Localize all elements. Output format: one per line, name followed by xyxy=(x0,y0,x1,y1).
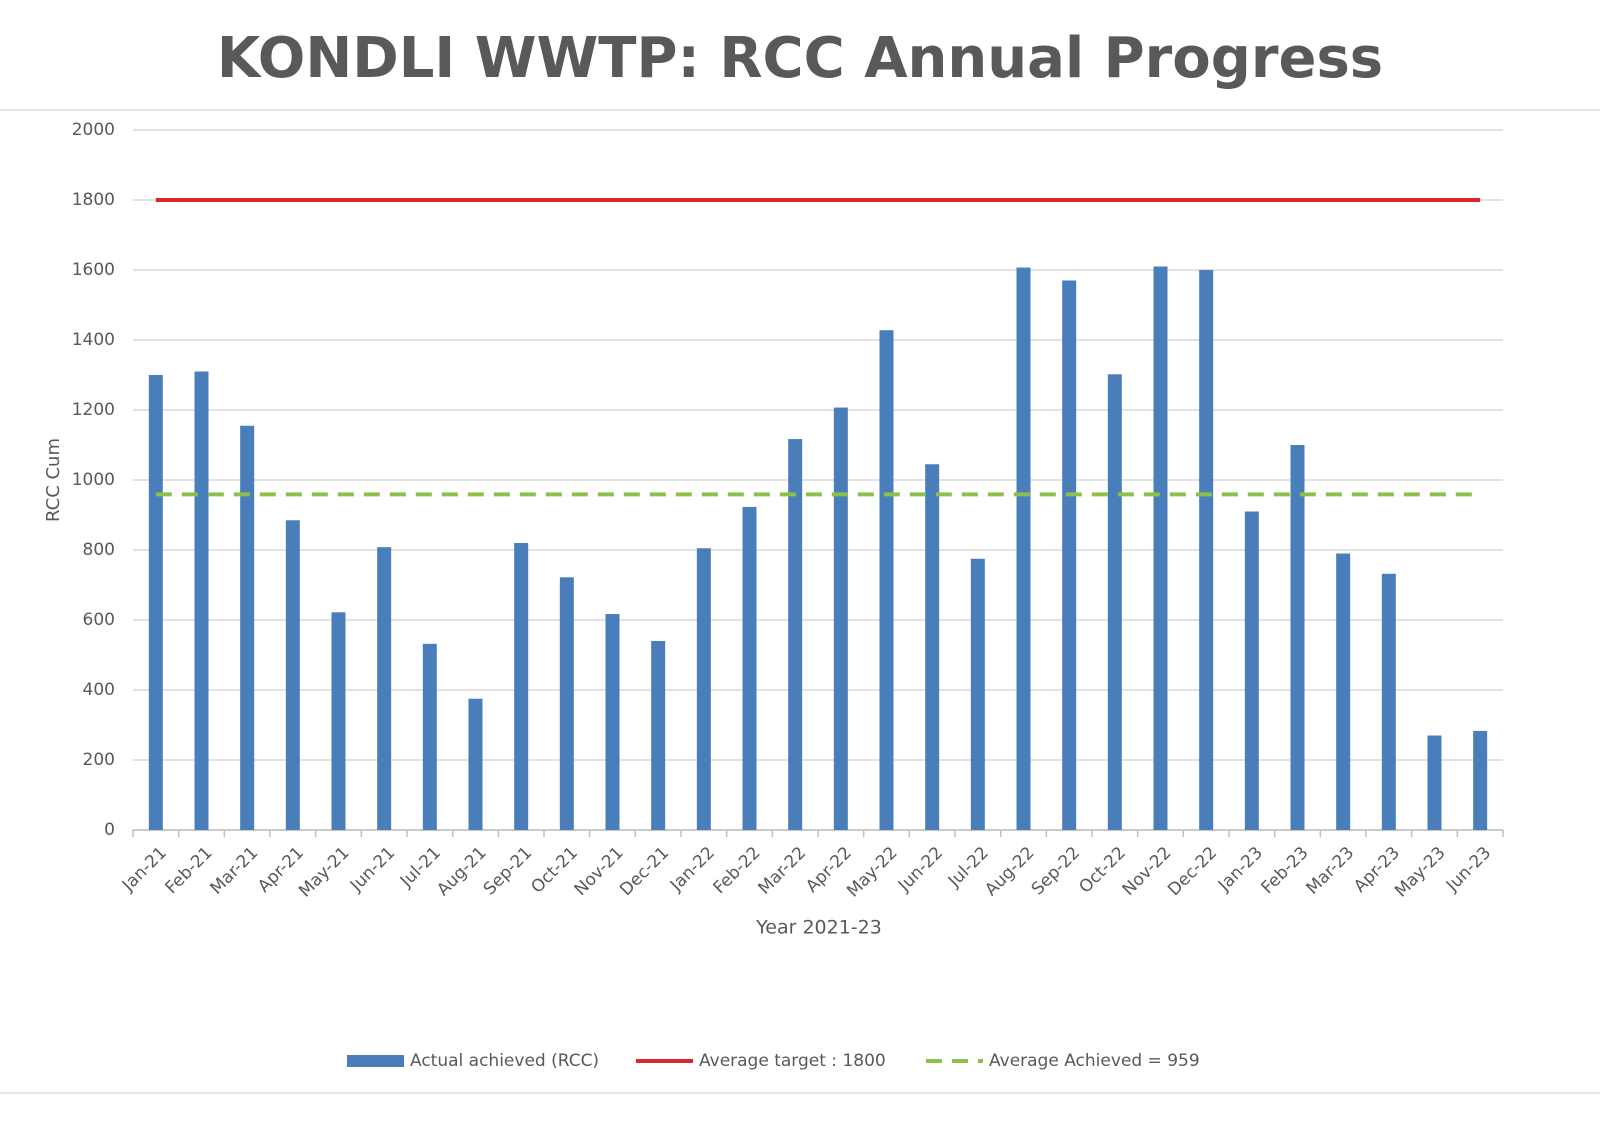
y-tick-label: 2000 xyxy=(72,120,115,140)
bar xyxy=(970,558,985,830)
x-tick-label: May-22 xyxy=(843,843,901,901)
y-tick-label: 400 xyxy=(83,680,115,700)
x-tick-label: Jan-23 xyxy=(1214,843,1267,896)
x-tick-label: Sep-22 xyxy=(1028,843,1084,899)
x-tick-label: May-21 xyxy=(295,843,353,901)
x-tick-label: Aug-21 xyxy=(433,843,490,900)
bar xyxy=(605,614,620,830)
bar xyxy=(422,643,437,830)
bar xyxy=(925,464,940,830)
x-axis-title: Year 2021-23 xyxy=(755,917,882,939)
bar xyxy=(514,543,529,830)
bar xyxy=(1107,374,1122,830)
bar xyxy=(651,641,666,830)
bar xyxy=(1199,270,1214,830)
x-tick-label: Feb-21 xyxy=(162,843,217,898)
x-tick-label: Jan-22 xyxy=(666,843,719,896)
x-tick-label: Nov-21 xyxy=(571,843,628,900)
bar xyxy=(833,407,848,830)
x-tick-label: Mar-21 xyxy=(207,843,263,899)
y-axis-title: RCC Cum xyxy=(43,438,64,522)
y-tick-label: 1600 xyxy=(72,260,115,280)
y-tick-label: 800 xyxy=(83,540,115,560)
bar xyxy=(240,425,255,830)
y-tick-label: 200 xyxy=(83,750,115,770)
bar xyxy=(559,577,574,830)
bar xyxy=(377,547,392,830)
bar xyxy=(148,375,163,830)
x-tick-label: Jun-21 xyxy=(346,843,399,896)
bar xyxy=(1153,266,1168,830)
x-tick-label: Feb-23 xyxy=(1258,843,1313,898)
x-tick-label: Jun-23 xyxy=(1442,843,1495,896)
bar xyxy=(1290,445,1305,830)
bar xyxy=(696,548,711,830)
bar xyxy=(1381,573,1396,830)
legend-label: Actual achieved (RCC) xyxy=(410,1051,599,1071)
x-tick-label: Feb-22 xyxy=(710,843,765,898)
x-tick-label: May-23 xyxy=(1391,843,1449,901)
y-tick-label: 600 xyxy=(83,610,115,630)
x-tick-label: Jun-22 xyxy=(894,843,947,896)
bar xyxy=(788,439,803,830)
bar xyxy=(742,506,757,830)
x-tick-label: Sep-21 xyxy=(480,843,536,899)
bar xyxy=(1336,553,1351,830)
x-tick-label: Jan-21 xyxy=(118,843,171,896)
x-tick-label: Dec-22 xyxy=(1164,843,1221,900)
x-tick-label: Nov-22 xyxy=(1119,843,1176,900)
bar xyxy=(1473,730,1488,830)
y-tick-label: 1000 xyxy=(72,470,115,490)
bar xyxy=(879,330,894,830)
x-tick-label: Mar-22 xyxy=(755,843,811,899)
bar xyxy=(1244,511,1259,830)
bar xyxy=(468,698,483,830)
bar xyxy=(285,520,300,830)
bar xyxy=(1062,280,1077,830)
chart-title: KONDLI WWTP: RCC Annual Progress xyxy=(217,26,1383,91)
bar xyxy=(1427,735,1442,830)
x-tick-label: Dec-21 xyxy=(616,843,673,900)
legend-swatch xyxy=(347,1055,404,1067)
legend-label: Average target : 1800 xyxy=(699,1051,886,1071)
bar xyxy=(331,612,346,830)
bar xyxy=(1016,267,1031,830)
y-tick-label: 1800 xyxy=(72,190,115,210)
y-tick-label: 1200 xyxy=(72,400,115,420)
y-tick-label: 1400 xyxy=(72,330,115,350)
legend-label: Average Achieved = 959 xyxy=(989,1051,1200,1071)
x-tick-label: Mar-23 xyxy=(1303,843,1359,899)
x-tick-label: Aug-22 xyxy=(981,843,1038,900)
bar xyxy=(194,371,209,830)
y-tick-label: 0 xyxy=(104,820,115,840)
